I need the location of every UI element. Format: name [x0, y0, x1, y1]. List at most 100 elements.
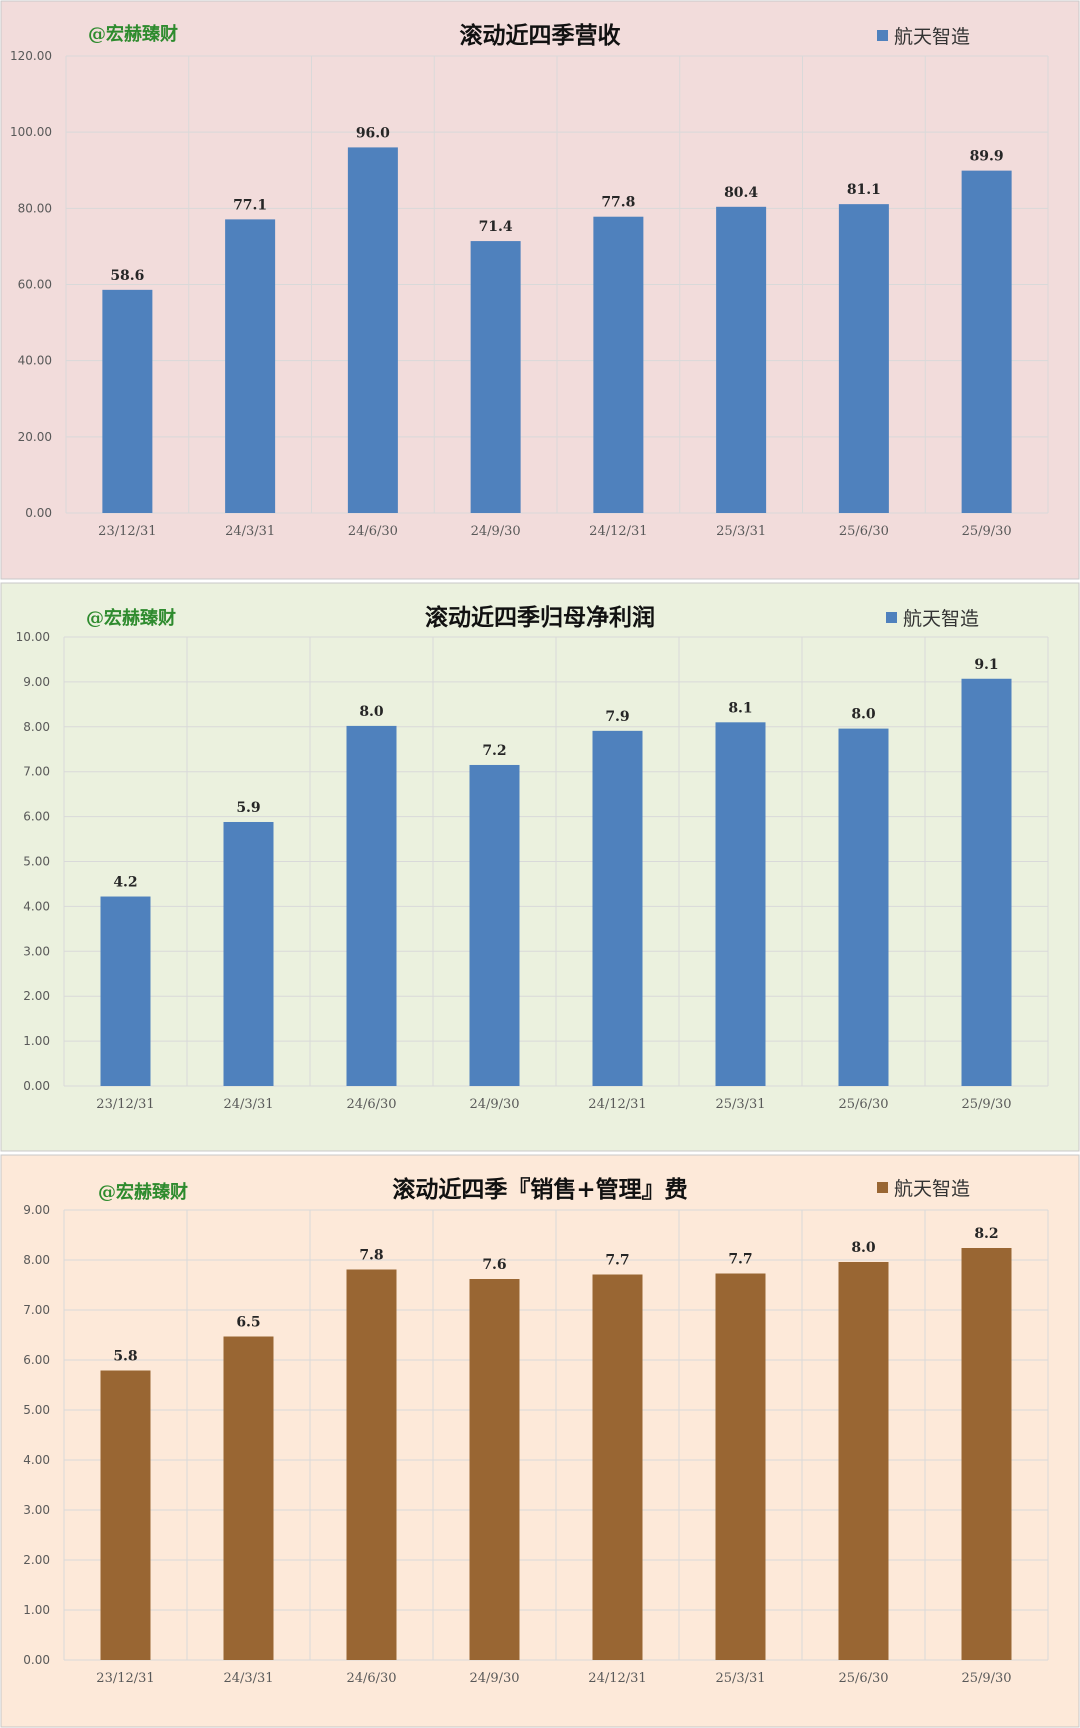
bar: [470, 241, 521, 513]
y-tick-label: 7.00: [23, 1303, 50, 1317]
y-tick-label: 3.00: [23, 944, 50, 958]
bar-value-label: 7.8: [359, 1248, 383, 1264]
bar: [469, 764, 520, 1086]
bar-value-label: 7.2: [482, 743, 506, 759]
bar-value-label: 77.8: [601, 195, 635, 211]
x-tick-label: 25/9/30: [961, 1671, 1011, 1686]
y-tick-label: 0.00: [25, 506, 52, 520]
x-tick-label: 25/3/31: [716, 524, 766, 539]
x-tick-label: 24/6/30: [348, 524, 398, 539]
legend-swatch: [877, 1182, 888, 1193]
bar: [715, 1273, 766, 1660]
bar: [592, 730, 643, 1086]
bar: [223, 821, 274, 1086]
bar: [347, 147, 398, 513]
bar: [838, 204, 889, 513]
x-tick-label: 24/6/30: [346, 1097, 396, 1112]
bar-value-label: 8.0: [851, 707, 876, 723]
legend-label: 航天智造: [903, 608, 980, 630]
x-tick-label: 24/9/30: [471, 524, 521, 539]
bar-value-label: 8.0: [851, 1240, 876, 1256]
bar-value-label: 6.5: [236, 1315, 260, 1331]
x-tick-label: 24/6/30: [346, 1671, 396, 1686]
bar-value-label: 96.0: [356, 125, 390, 141]
bar: [838, 728, 889, 1086]
y-tick-label: 5.00: [23, 855, 50, 869]
legend-swatch: [877, 30, 888, 41]
y-tick-label: 6.00: [23, 810, 50, 824]
y-tick-label: 9.00: [23, 1203, 50, 1217]
bar: [715, 722, 766, 1086]
bar: [100, 1370, 151, 1660]
x-tick-label: 24/12/31: [588, 1671, 646, 1686]
bar-value-label: 81.1: [847, 182, 881, 198]
bar-value-label: 77.1: [233, 197, 267, 213]
y-tick-label: 5.00: [23, 1403, 50, 1417]
x-tick-label: 25/3/31: [715, 1097, 765, 1112]
y-tick-label: 0.00: [23, 1079, 50, 1093]
bar-value-label: 7.6: [482, 1257, 506, 1273]
bar-value-label: 5.8: [113, 1349, 137, 1365]
legend-label: 航天智造: [894, 1178, 971, 1200]
y-tick-label: 9.00: [23, 675, 50, 689]
bar: [838, 1262, 889, 1660]
x-tick-label: 24/12/31: [588, 1097, 646, 1112]
x-tick-label: 25/6/30: [838, 1097, 888, 1112]
y-tick-label: 1.00: [23, 1034, 50, 1048]
y-tick-label: 3.00: [23, 1503, 50, 1517]
y-tick-label: 60.00: [18, 278, 52, 292]
legend-label: 航天智造: [894, 26, 971, 48]
bar-value-label: 7.9: [605, 709, 629, 725]
chart-title: 滚动近四季归母净利润: [425, 604, 655, 631]
x-tick-label: 24/3/31: [223, 1097, 273, 1112]
y-tick-label: 4.00: [23, 1453, 50, 1467]
x-tick-label: 23/12/31: [98, 524, 156, 539]
x-tick-label: 25/6/30: [838, 1671, 888, 1686]
y-tick-label: 20.00: [18, 430, 52, 444]
x-tick-label: 24/3/31: [223, 1671, 273, 1686]
bar-value-label: 4.2: [113, 875, 137, 891]
x-tick-label: 24/12/31: [589, 524, 647, 539]
bar: [469, 1279, 520, 1660]
bar: [100, 896, 151, 1086]
legend: 航天智造: [877, 22, 970, 49]
x-tick-label: 25/6/30: [839, 524, 889, 539]
bar: [961, 170, 1012, 513]
chart-background: [0, 0, 1080, 580]
legend-swatch: [886, 612, 897, 623]
x-tick-label: 24/9/30: [469, 1097, 519, 1112]
x-tick-label: 25/9/30: [962, 524, 1012, 539]
chart-svg-net-profit: 0.00 1.00 2.00 3.00 4.00 5.00 6.00 7.00 8.00 9.00…: [0, 582, 1080, 1152]
bar: [961, 678, 1012, 1086]
bar-value-label: 8.2: [974, 1226, 998, 1242]
y-tick-label: 80.00: [18, 201, 52, 215]
bar-value-label: 8.0: [359, 704, 384, 720]
bar: [716, 206, 767, 513]
bar-value-label: 7.7: [605, 1253, 629, 1269]
y-tick-label: 2.00: [23, 989, 50, 1003]
y-tick-label: 120.00: [10, 49, 52, 63]
legend: 航天智造: [886, 604, 979, 631]
bar: [102, 289, 153, 513]
chart-svg-expenses: 0.00 1.00 2.00 3.00 4.00 5.00 6.00 7.00 8.00 9.00…: [0, 1154, 1080, 1728]
bar: [346, 725, 397, 1086]
chart-background: [0, 1154, 1080, 1728]
bar: [592, 1274, 643, 1660]
bar: [346, 1269, 397, 1660]
x-tick-label: 23/12/31: [96, 1097, 154, 1112]
x-tick-label: 24/9/30: [469, 1671, 519, 1686]
x-tick-label: 23/12/31: [96, 1671, 154, 1686]
watermark: @宏赫臻财: [98, 1182, 188, 1203]
y-tick-label: 4.00: [23, 899, 50, 913]
y-tick-label: 10.00: [16, 630, 50, 644]
bar-value-label: 7.7: [728, 1252, 752, 1268]
bar: [223, 1336, 274, 1660]
y-tick-label: 7.00: [23, 765, 50, 779]
bar-value-label: 8.1: [728, 700, 752, 716]
y-tick-label: 100.00: [10, 125, 52, 139]
bar-value-label: 80.4: [724, 185, 758, 201]
y-tick-label: 40.00: [18, 354, 52, 368]
x-tick-label: 24/3/31: [225, 524, 275, 539]
bar-value-label: 71.4: [479, 219, 513, 235]
bar-value-label: 89.9: [970, 149, 1004, 165]
